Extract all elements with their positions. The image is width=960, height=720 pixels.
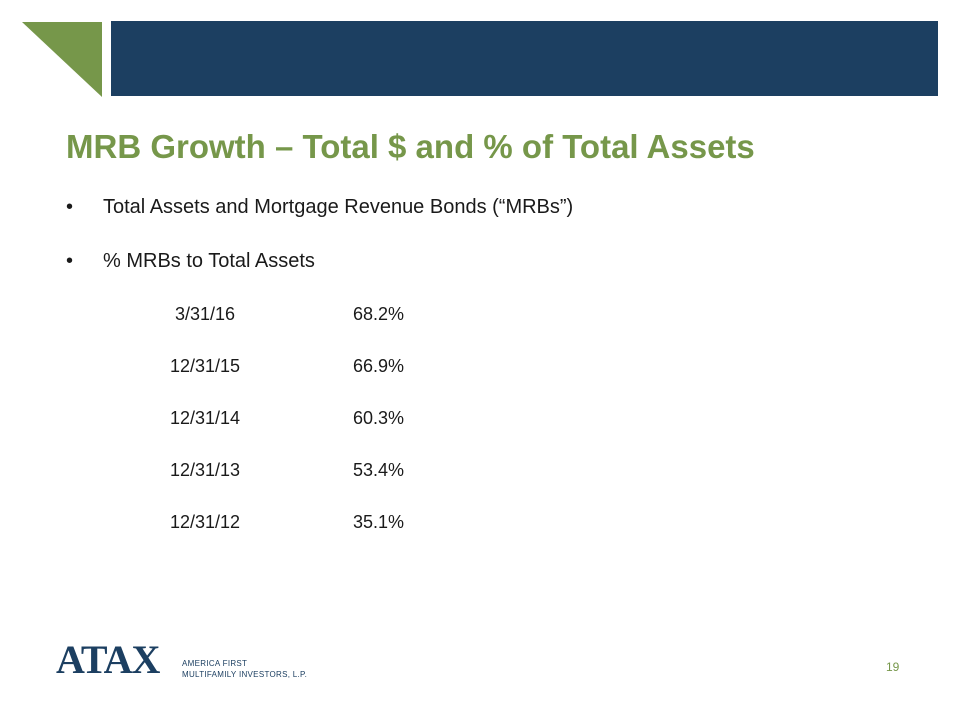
mrb-percent: 68.2% — [353, 304, 405, 324]
period-date: 12/31/14 — [169, 408, 241, 428]
bullet-text: Total Assets and Mortgage Revenue Bonds … — [103, 196, 574, 218]
company-logo: ATAX AMERICA FIRST MULTIFAMILY INVESTORS… — [56, 637, 307, 682]
period-date: 3/31/16 — [174, 304, 236, 324]
logo-mark: ATAX — [56, 637, 160, 682]
list-item: 12/31/15 66.9% — [0, 356, 500, 408]
slide-title: MRB Growth – Total $ and % of Total Asse… — [66, 128, 755, 165]
mrb-percent: 66.9% — [353, 356, 405, 376]
period-date: 12/31/13 — [169, 460, 241, 480]
logo-line-1: AMERICA FIRST — [182, 659, 248, 668]
list-item: 12/31/14 60.3% — [0, 408, 500, 460]
logo-subtitle: AMERICA FIRST MULTIFAMILY INVESTORS, L.P… — [182, 658, 307, 680]
bullet-total-assets: • Total Assets and Mortgage Revenue Bonds… — [66, 196, 573, 219]
list-item: 12/31/13 53.4% — [0, 460, 500, 512]
bullet-marker: • — [66, 250, 74, 272]
list-item: 3/31/16 68.2% — [0, 304, 500, 356]
bullet-mrb-percent: • % MRBs to Total Assets — [66, 250, 315, 273]
logo-line-2: MULTIFAMILY INVESTORS, L.P. — [182, 670, 308, 679]
mrb-percent: 53.4% — [353, 460, 405, 480]
period-date: 12/31/12 — [169, 512, 241, 532]
bullet-text: % MRBs to Total Assets — [103, 250, 315, 272]
header-bar — [111, 21, 938, 96]
page-number: 19 — [886, 660, 900, 674]
mrb-percentage-list: 3/31/16 68.2% 12/31/15 66.9% 12/31/14 60… — [0, 304, 500, 564]
corner-triangle-decoration — [22, 22, 102, 97]
list-item: 12/31/12 35.1% — [0, 512, 500, 564]
bullet-marker: • — [66, 196, 74, 218]
mrb-percent: 35.1% — [353, 512, 405, 532]
period-date: 12/31/15 — [169, 356, 241, 376]
mrb-percent: 60.3% — [353, 408, 405, 428]
